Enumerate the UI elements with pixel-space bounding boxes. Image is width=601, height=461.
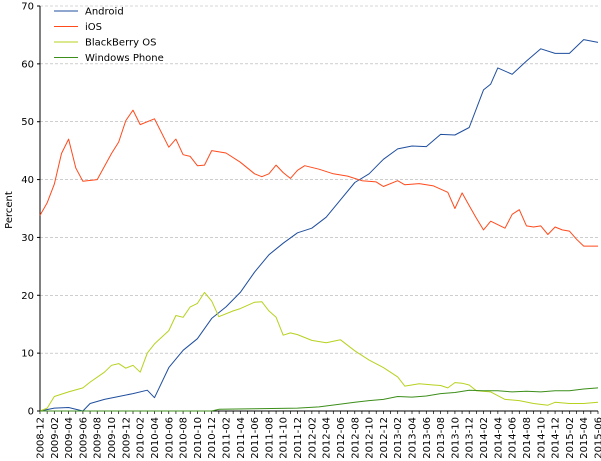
x-tick-label: 2013-12 — [465, 417, 476, 459]
series-line-ios — [39, 109, 598, 247]
x-tick-label: 2015-02 — [565, 417, 576, 459]
x-axis: 2008-12 2009-02 2009-04 2009-06 2009-08 2009-… — [36, 410, 601, 459]
x-tick-label: 2014-06 — [508, 417, 519, 459]
x-tick-label: 2010-02 — [136, 417, 147, 459]
x-tick-label: 2014-12 — [551, 417, 562, 459]
x-tick-label: 2009-02 — [50, 417, 61, 459]
y-tick-label: 60 — [21, 59, 34, 70]
series-line-android — [39, 39, 599, 412]
x-tick-label: 2012-12 — [379, 417, 390, 459]
x-tick-label: 2014-04 — [493, 417, 504, 459]
x-tick-label: 2009-06 — [78, 417, 89, 459]
x-tick-label: 2015-04 — [579, 417, 590, 459]
x-tick-label: 2013-10 — [450, 417, 461, 459]
x-tick-label: 2011-12 — [293, 417, 304, 459]
x-tick-label: 2013-06 — [422, 417, 433, 459]
y-tick-label: 0 — [28, 407, 34, 418]
series-lines — [39, 39, 599, 412]
x-tick-label: 2009-12 — [121, 417, 132, 459]
y-tick-label: 10 — [21, 349, 34, 360]
x-tick-label: 2014-08 — [522, 417, 533, 459]
legend-label: Windows Phone — [85, 53, 164, 64]
series-line-windows-phone — [40, 387, 599, 412]
y-tick-label: 40 — [21, 175, 34, 186]
x-tick-label: 2009-08 — [93, 417, 104, 459]
y-axis-title: Percent — [4, 191, 15, 229]
legend-label: BlackBerry OS — [85, 38, 156, 49]
x-tick-label: 2011-08 — [264, 417, 275, 459]
x-tick-label: 2011-06 — [250, 417, 261, 459]
x-tick-label: 2011-10 — [279, 417, 290, 459]
y-axis: 0 10 20 30 40 50 60 70 — [21, 2, 41, 418]
x-tick-label: 2012-04 — [322, 417, 333, 459]
y-tick-label: 50 — [21, 117, 34, 128]
series-line-blackberry-os — [39, 291, 599, 412]
x-tick-label: 2011-02 — [222, 417, 233, 459]
x-tick-label: 2013-08 — [436, 417, 447, 459]
y-tick-label: 70 — [21, 2, 34, 13]
x-tick-label: 2010-08 — [179, 417, 190, 459]
x-tick-label: 2014-10 — [536, 417, 547, 459]
legend-label: iOS — [85, 22, 102, 33]
x-tick-label: 2015-06 — [594, 417, 601, 459]
x-tick-label: 2011-04 — [236, 417, 247, 459]
x-tick-label: 2012-06 — [336, 417, 347, 459]
x-tick-label: 2012-02 — [307, 417, 318, 459]
gridlines — [40, 5, 598, 354]
x-tick-label: 2010-04 — [150, 417, 161, 459]
x-tick-label: 2010-12 — [207, 417, 218, 459]
x-tick-label: 2010-06 — [164, 417, 175, 459]
x-tick-label: 2013-04 — [408, 417, 419, 459]
x-tick-label: 2014-02 — [479, 417, 490, 459]
y-tick-label: 20 — [21, 291, 34, 302]
x-tick-label: 2009-04 — [64, 417, 75, 459]
y-tick-label: 30 — [21, 233, 34, 244]
legend: Android iOS BlackBerry OS Windows Phone — [54, 7, 164, 64]
x-tick-label: 2010-10 — [193, 417, 204, 459]
x-tick-label: 2008-12 — [36, 417, 47, 459]
legend-label: Android — [85, 7, 124, 18]
x-tick-label: 2012-08 — [350, 417, 361, 459]
x-tick-label: 2013-02 — [393, 417, 404, 459]
x-tick-label: 2012-10 — [365, 417, 376, 459]
x-tick-label: 2009-10 — [107, 417, 118, 459]
